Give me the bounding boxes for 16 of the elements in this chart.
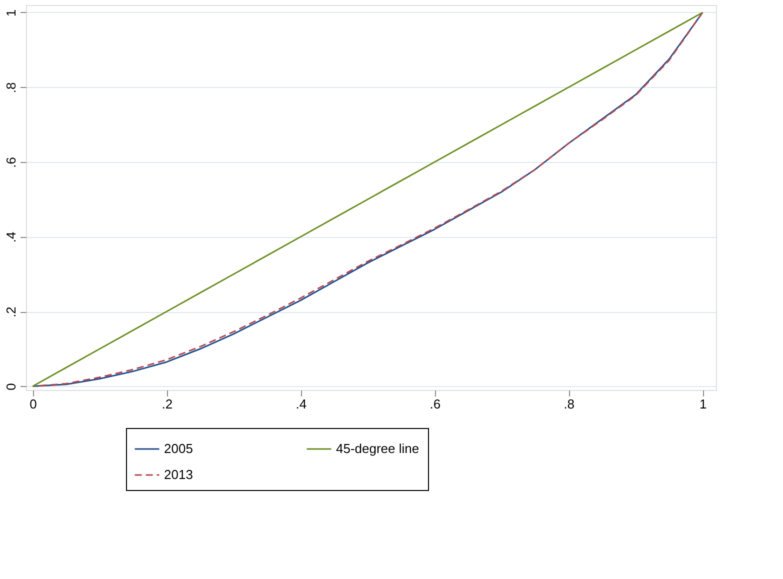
- legend-label: 2005: [164, 441, 193, 456]
- x-tick-label: .2: [162, 396, 173, 412]
- x-tick-label: .6: [430, 396, 441, 412]
- y-tick-label: .6: [4, 157, 18, 168]
- legend-label: 45-degree line: [336, 441, 420, 456]
- x-tick-label: 0: [30, 396, 37, 412]
- line-series: [32, 12, 704, 388]
- x-tick-label: 1: [699, 396, 707, 412]
- y-tick-label: .4: [4, 232, 18, 243]
- x-tick-label: .8: [564, 396, 575, 412]
- legend-label: 2013: [164, 467, 193, 482]
- x-tick-label: .4: [296, 396, 307, 412]
- y-tick-label: .8: [4, 82, 18, 94]
- y-tick-label: 0: [4, 383, 18, 390]
- y-tick-label: 1: [4, 9, 18, 17]
- y-tick-label: .2: [4, 306, 18, 318]
